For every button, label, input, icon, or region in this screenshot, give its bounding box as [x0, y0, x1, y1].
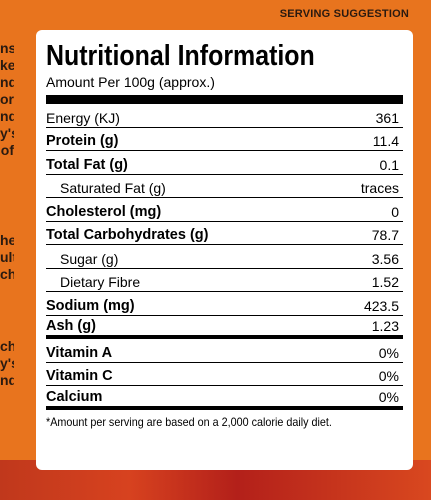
edge-fragment: ch — [0, 266, 14, 282]
nutrient-row-sugar: Sugar (g) 3.56 — [46, 245, 403, 269]
nutrient-row-energy: Energy (KJ) 361 — [46, 104, 403, 128]
nutrient-value: 0% — [378, 368, 399, 384]
nutrient-value: 0% — [378, 344, 399, 361]
nutrient-row-protein: Protein (g) 11.4 — [46, 128, 403, 151]
edge-fragment: ult — [0, 249, 14, 265]
nutrient-row-dietary-fibre: Dietary Fibre 1.52 — [46, 269, 403, 292]
nutrient-value: 11.4 — [372, 133, 399, 149]
nutrient-name: Sodium (mg) — [46, 297, 135, 314]
nutrient-name: Protein (g) — [46, 133, 119, 149]
nutrient-value: 423.5 — [363, 297, 399, 314]
nutrient-value: 3.56 — [371, 250, 399, 267]
nutrient-row-sodium: Sodium (mg) 423.5 — [46, 292, 403, 316]
nutrition-label: Nutritional Information Amount Per 100g … — [36, 30, 413, 470]
nutrient-name: Calcium — [46, 388, 103, 405]
nutrient-value: 361 — [375, 109, 399, 126]
edge-fragment: nd — [0, 108, 14, 124]
edge-fragment: ch — [0, 338, 14, 354]
nutrient-value: 1.23 — [371, 318, 399, 334]
nutrient-name: Sugar (g) — [60, 250, 119, 267]
nutrient-name: Dietary Fibre — [60, 274, 141, 290]
nutrient-row-vitamin-a: Vitamin A 0% — [46, 339, 403, 363]
nutrient-name: Total Carbohydrates (g) — [46, 227, 209, 243]
edge-fragment: ns — [0, 40, 14, 56]
edge-fragment: or — [0, 91, 14, 107]
nutrient-name: Total Fat (g) — [46, 156, 128, 173]
nutrient-row-total-carbohydrates: Total Carbohydrates (g) 78.7 — [46, 222, 403, 245]
edge-fragment: y's — [0, 125, 14, 141]
nutrient-value: 1.52 — [371, 274, 399, 290]
edge-fragment: he — [0, 232, 14, 248]
left-edge-text-fragments-2: he ult ch — [0, 232, 14, 283]
left-edge-text-fragments-3: ch y's nd — [0, 338, 14, 389]
edge-fragment: nd — [0, 372, 14, 388]
nutrient-row-cholesterol: Cholesterol (mg) 0 — [46, 198, 403, 222]
nutrient-name: Energy (KJ) — [46, 109, 120, 126]
serving-suggestion-text: SERVING SUGGESTION — [279, 8, 409, 20]
nutrient-name: Vitamin C — [46, 368, 113, 384]
nutrient-row-saturated-fat: Saturated Fat (g) traces — [46, 175, 403, 198]
nutrient-name: Cholesterol (mg) — [46, 203, 162, 220]
nutrient-table: Energy (KJ) 361 Protein (g) 11.4 Total F… — [46, 104, 403, 410]
nutrient-name: Vitamin A — [46, 344, 113, 361]
label-footnote: *Amount per serving are based on a 2,000… — [46, 415, 332, 429]
nutrient-value: 0 — [391, 203, 399, 220]
nutrient-row-vitamin-c: Vitamin C 0% — [46, 363, 403, 386]
edge-fragment: ke — [0, 57, 14, 73]
nutrient-name: Saturated Fat (g) — [60, 180, 166, 196]
label-subtitle: Amount Per 100g (approx.) — [46, 74, 403, 104]
nutrient-value: traces — [360, 180, 399, 196]
nutrient-value: 0.1 — [379, 156, 399, 173]
nutrient-row-total-fat: Total Fat (g) 0.1 — [46, 151, 403, 175]
left-edge-text-fragments: ns ke nd or nd y's of — [0, 40, 14, 159]
nutrient-value: 0% — [378, 388, 399, 405]
edge-fragment: nd — [0, 74, 14, 90]
edge-fragment: of — [0, 142, 14, 158]
nutrient-row-calcium: Calcium 0% — [46, 386, 403, 410]
nutrient-name: Ash (g) — [46, 318, 96, 334]
edge-fragment: y's — [0, 355, 14, 371]
nutrient-value: 78.7 — [371, 227, 399, 243]
nutrient-row-ash: Ash (g) 1.23 — [46, 316, 403, 339]
label-title: Nutritional Information — [46, 40, 315, 72]
